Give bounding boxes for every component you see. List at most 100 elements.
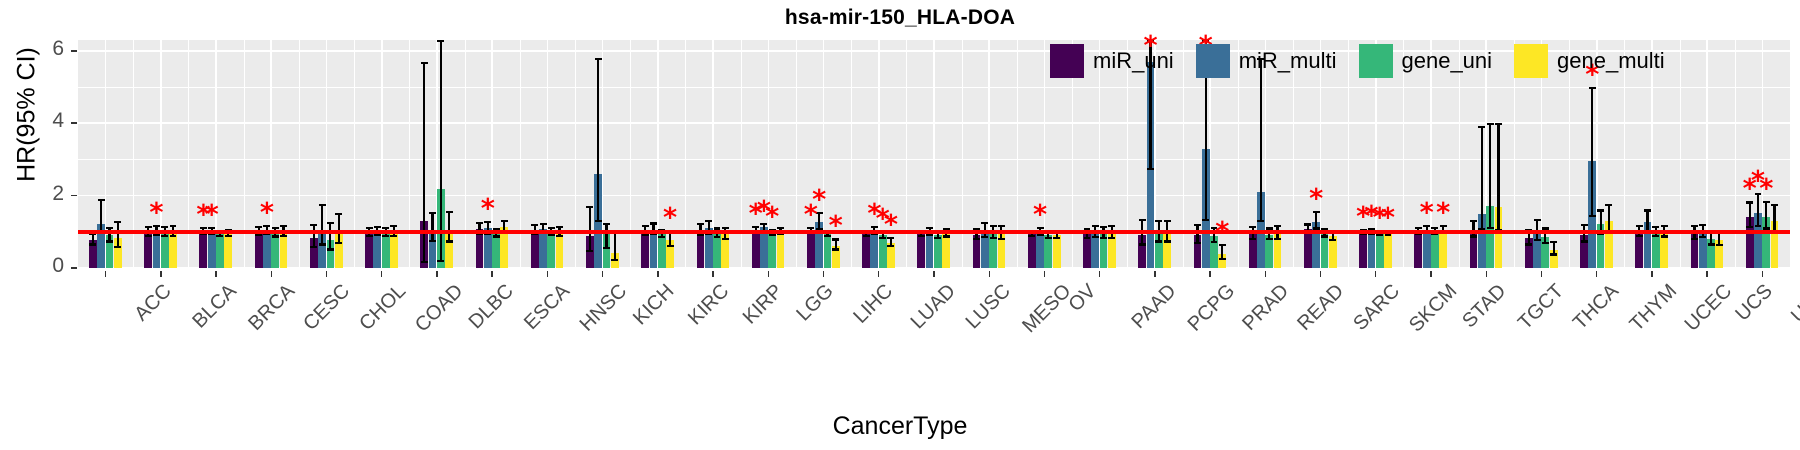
bar-gene_uni-BLCA: [160, 231, 169, 268]
bar-miR_uni-UCEC: [1635, 231, 1644, 268]
legend-item-gene_multi[interactable]: gene_multi: [1514, 44, 1687, 78]
bar-miR_uni-PRAD: [1193, 235, 1202, 268]
x-tick-label-ESCA: ESCA: [520, 280, 575, 335]
x-tick-label-DLBC: DLBC: [464, 280, 518, 334]
error-bar-miR_uni-PRAD: [1196, 223, 1199, 245]
significance-star-gene_multi-LUAD: *: [883, 209, 898, 241]
error-bar-gene_multi-OV: [1055, 229, 1058, 240]
error-cap-lower: [1746, 225, 1754, 229]
error-cap-upper: [1660, 224, 1668, 227]
bar-miR_multi-LUAD: [870, 231, 879, 268]
error-cap-lower: [390, 234, 398, 237]
bar-gene_multi-PCPG: [1163, 233, 1171, 268]
bar-miR_multi-LUSC: [925, 231, 934, 268]
error-bar-miR_uni-UVM: [1748, 201, 1751, 229]
error-cap-lower: [1312, 227, 1320, 230]
legend-item-miR_multi[interactable]: miR_multi: [1195, 44, 1359, 78]
grid-line-vertical-minor: [630, 40, 632, 268]
grid-line-vertical-major: [767, 40, 770, 268]
error-bar-gene_uni-PRAD: [1212, 226, 1216, 244]
error-cap-lower: [445, 240, 453, 243]
bar-gene_multi-STAD: [1439, 229, 1448, 268]
x-tick-mark-UVM: [1761, 271, 1764, 277]
error-bar-miR_uni-THCA: [1527, 228, 1530, 246]
error-cap-lower: [106, 240, 113, 243]
error-cap-upper: [500, 219, 508, 222]
legend-swatch-miR_uni: [1050, 44, 1084, 78]
error-bar-gene_multi-LIHC: [834, 238, 837, 251]
error-bar-gene_uni-LUSC: [936, 231, 939, 240]
bar-gene_multi-BLCA: [169, 231, 177, 268]
error-cap-upper: [1691, 225, 1698, 228]
error-cap-upper: [199, 227, 207, 230]
error-cap-upper: [713, 227, 721, 230]
legend-item-gene_uni[interactable]: gene_uni: [1358, 44, 1515, 78]
error-cap-lower: [420, 260, 428, 263]
bar-miR_multi-LGG: [760, 227, 768, 268]
error-cap-lower: [917, 235, 925, 238]
grid-line-vertical-minor: [1292, 40, 1294, 268]
error-cap-lower: [1478, 227, 1486, 230]
error-cap-lower: [1265, 238, 1273, 241]
x-tick-mark-SARC: [1319, 271, 1322, 277]
bar-miR_uni-MESO: [972, 234, 981, 268]
bar-miR_multi-KIRC: [649, 229, 658, 268]
grid-line-vertical-minor: [1403, 40, 1405, 268]
significance-star-miR_uni-LIHC: *: [803, 199, 818, 231]
error-cap-upper: [1265, 227, 1273, 230]
error-cap-lower: [1028, 235, 1036, 238]
error-cap-lower: [271, 235, 279, 238]
error-bar-gene_uni-CHOL: [329, 221, 332, 251]
error-cap-upper: [1762, 201, 1770, 204]
legend-item-miR_uni[interactable]: miR_uni: [1050, 44, 1196, 78]
error-cap-lower: [721, 237, 729, 240]
significance-star-miR_uni-LGG: *: [748, 198, 763, 230]
significance-star-miR_multi-LGG: *: [756, 195, 771, 227]
error-cap-upper: [492, 228, 500, 231]
error-bar-miR_uni-KICH: [588, 205, 592, 252]
significance-star-miR_uni-UVM: *: [1742, 173, 1757, 205]
bar-gene_uni-PAAD: [1099, 233, 1108, 268]
grid-line-vertical-minor: [1016, 40, 1018, 268]
error-bar-gene_multi-UCS: [1718, 231, 1721, 247]
bar-gene_multi-TGCT: [1494, 207, 1503, 268]
error-bar-gene_multi-KIRC: [668, 230, 672, 247]
significance-star-gene_multi-LIHC: *: [828, 210, 843, 242]
bar-miR_uni-COAD: [365, 232, 373, 268]
y-tick-mark: [71, 194, 77, 197]
bar-miR_multi-STAD: [1422, 229, 1431, 268]
error-cap-lower: [326, 248, 334, 251]
bar-gene_uni-SARC: [1320, 233, 1329, 268]
bar-miR_multi-HNSC: [539, 228, 547, 268]
x-tick-label-THYM: THYM: [1625, 280, 1681, 336]
bar-miR_uni-BLCA: [144, 231, 153, 268]
error-cap-upper: [97, 199, 105, 202]
bar-gene_uni-LUSC: [934, 235, 942, 268]
grid-line-vertical-minor: [1734, 40, 1736, 268]
error-cap-upper: [1588, 87, 1596, 90]
error-cap-upper: [1218, 244, 1226, 247]
error-cap-upper: [887, 236, 895, 240]
error-bar-miR_uni-TGCT: [1472, 219, 1475, 238]
legend-swatch-miR_multi: [1195, 44, 1230, 78]
x-tick-label-BLCA: BLCA: [188, 280, 241, 333]
bar-gene_multi-KIRC: [666, 239, 674, 268]
bar-gene_uni-OV: [1044, 235, 1053, 268]
bar-miR_multi-MESO: [980, 231, 989, 268]
error-cap-lower: [934, 236, 942, 240]
error-cap-upper: [1312, 210, 1320, 213]
error-cap-upper: [760, 222, 768, 225]
error-cap-lower: [1218, 257, 1226, 261]
error-cap-upper: [373, 225, 381, 228]
error-cap-lower: [1108, 236, 1116, 240]
significance-star-miR_multi-LIHC: *: [812, 184, 827, 216]
x-tick-label-KICH: KICH: [628, 280, 678, 330]
x-tick-mark-LUAD: [878, 271, 880, 277]
error-cap-upper: [1202, 40, 1210, 43]
error-cap-lower: [1053, 236, 1061, 240]
error-cap-upper: [1478, 126, 1486, 129]
error-bar-gene_uni-UVM: [1765, 201, 1768, 230]
error-cap-upper: [603, 223, 610, 226]
error-bar-gene_multi-UVM: [1773, 204, 1776, 234]
